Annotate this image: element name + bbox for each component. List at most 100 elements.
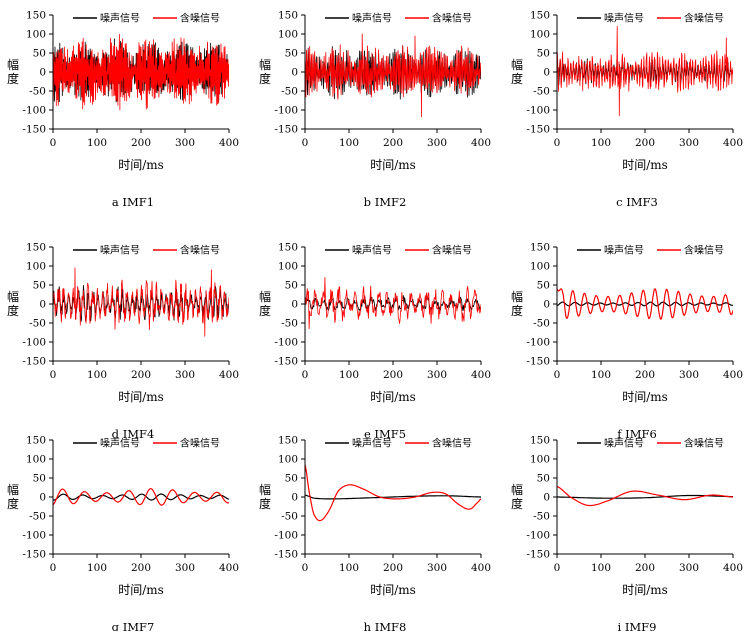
y-tick-label-h: 150 bbox=[278, 435, 298, 447]
y-axis-label-b: 幅度 bbox=[259, 57, 271, 86]
legend-label-b-noise: 噪声信号 bbox=[352, 12, 392, 25]
x-tick-label-g: 0 bbox=[50, 562, 57, 574]
y-tick-label-e: -150 bbox=[274, 356, 298, 368]
panel-d: 150 100 50 0 -50 -100 -150 0 100 200 300 400 幅度时间/ms… bbox=[7, 242, 239, 442]
y-tick-label-a: -50 bbox=[29, 86, 46, 98]
y-tick-label-d: 150 bbox=[26, 242, 46, 254]
x-tick-label-a: 300 bbox=[175, 137, 195, 149]
series-line-f-noisy bbox=[557, 288, 733, 320]
panel-caption-e: e IMF5 bbox=[364, 427, 406, 441]
y-tick-label-f: 0 bbox=[543, 299, 550, 311]
x-axis-label-a: 时间/ms bbox=[118, 158, 164, 172]
x-axis-label-e: 时间/ms bbox=[370, 390, 416, 404]
x-tick-label-c: 300 bbox=[679, 137, 699, 149]
legend-label-e-noisy: 含噪信号 bbox=[432, 244, 472, 257]
y-tick-label-i: 50 bbox=[537, 473, 550, 485]
y-tick-label-d: 50 bbox=[33, 280, 46, 292]
x-tick-label-e: 0 bbox=[302, 369, 309, 381]
x-tick-label-i: 0 bbox=[554, 562, 561, 574]
series-line-g-noisy bbox=[53, 488, 229, 506]
y-tick-label-h: -100 bbox=[274, 530, 298, 542]
x-tick-label-c: 0 bbox=[554, 137, 561, 149]
x-tick-label-i: 400 bbox=[723, 562, 743, 574]
y-tick-label-b: -150 bbox=[274, 124, 298, 136]
x-tick-label-i: 100 bbox=[591, 562, 611, 574]
y-tick-label-g: 150 bbox=[26, 435, 46, 447]
x-axis-label-g: 时间/ms bbox=[118, 583, 164, 597]
y-tick-label-b: -100 bbox=[274, 105, 298, 117]
y-tick-label-c: -150 bbox=[526, 124, 550, 136]
panel-caption-c: c IMF3 bbox=[616, 195, 658, 209]
panel-e: 150 100 50 0 -50 -100 -150 0 100 200 300 400 幅度时间/ms… bbox=[259, 242, 491, 442]
y-axis-label-e: 幅度 bbox=[259, 289, 271, 318]
y-tick-label-a: 100 bbox=[26, 29, 46, 41]
y-tick-label-h: 50 bbox=[285, 473, 298, 485]
y-tick-label-c: 150 bbox=[530, 10, 550, 22]
x-tick-label-d: 300 bbox=[175, 369, 195, 381]
x-axis-label-f: 时间/ms bbox=[622, 390, 668, 404]
panel-a: 150 100 50 0 -50 -100 -150 0 100 200 300 400 幅度时间/ms… bbox=[7, 10, 239, 210]
x-tick-label-c: 200 bbox=[635, 137, 655, 149]
x-tick-label-i: 300 bbox=[679, 562, 699, 574]
y-tick-label-d: -100 bbox=[22, 337, 46, 349]
y-tick-label-b: -50 bbox=[281, 86, 298, 98]
y-tick-label-b: 100 bbox=[278, 29, 298, 41]
legend-label-f-noise: 噪声信号 bbox=[604, 244, 644, 257]
panel-b: 150 100 50 0 -50 -100 -150 0 100 200 300 400 幅度时间/ms… bbox=[259, 10, 491, 210]
series-line-h-noisy bbox=[305, 464, 481, 522]
x-tick-label-f: 400 bbox=[723, 369, 743, 381]
series-line-f-noise bbox=[557, 301, 733, 307]
x-tick-label-g: 200 bbox=[131, 562, 151, 574]
legend-label-i-noise: 噪声信号 bbox=[604, 437, 644, 450]
x-axis-label-i: 时间/ms bbox=[622, 583, 668, 597]
panel-g: 150 100 50 0 -50 -100 -150 0 100 200 300 400 幅度时间/ms… bbox=[7, 435, 239, 635]
y-tick-label-g: 100 bbox=[26, 454, 46, 466]
x-tick-label-b: 100 bbox=[339, 137, 359, 149]
x-tick-label-f: 300 bbox=[679, 369, 699, 381]
panel-caption-h: h IMF8 bbox=[364, 620, 407, 631]
y-tick-label-c: -50 bbox=[533, 86, 550, 98]
panel-caption-g: g IMF7 bbox=[112, 620, 155, 631]
y-tick-label-h: 100 bbox=[278, 454, 298, 466]
y-tick-label-e: 0 bbox=[291, 299, 298, 311]
series-line-b-noisy bbox=[305, 33, 481, 118]
y-tick-label-h: 0 bbox=[291, 492, 298, 504]
y-axis-label-a: 幅度 bbox=[7, 57, 19, 86]
x-tick-label-d: 400 bbox=[219, 369, 239, 381]
y-tick-label-f: -50 bbox=[533, 318, 550, 330]
y-tick-label-f: -150 bbox=[526, 356, 550, 368]
y-tick-label-e: 50 bbox=[285, 280, 298, 292]
legend-label-g-noisy: 含噪信号 bbox=[180, 437, 220, 450]
legend-a: 噪声信号 含噪信号 bbox=[73, 12, 220, 25]
panel-caption-i: i IMF9 bbox=[618, 620, 657, 631]
y-tick-label-b: 50 bbox=[285, 48, 298, 60]
x-tick-label-e: 400 bbox=[471, 369, 491, 381]
x-tick-label-a: 400 bbox=[219, 137, 239, 149]
legend-i: 噪声信号 含噪信号 bbox=[577, 437, 724, 450]
y-tick-label-a: -100 bbox=[22, 105, 46, 117]
y-tick-label-i: -100 bbox=[526, 530, 550, 542]
legend-label-b-noisy: 含噪信号 bbox=[432, 12, 472, 25]
legend-label-c-noisy: 含噪信号 bbox=[684, 12, 724, 25]
x-tick-label-h: 200 bbox=[383, 562, 403, 574]
y-tick-label-b: 150 bbox=[278, 10, 298, 22]
y-tick-label-i: -50 bbox=[533, 511, 550, 523]
legend-label-i-noisy: 含噪信号 bbox=[684, 437, 724, 450]
y-tick-label-f: -100 bbox=[526, 337, 550, 349]
legend-c: 噪声信号 含噪信号 bbox=[577, 12, 724, 25]
x-tick-label-e: 300 bbox=[427, 369, 447, 381]
x-tick-label-d: 100 bbox=[87, 369, 107, 381]
legend-label-a-noise: 噪声信号 bbox=[100, 12, 140, 25]
series-line-i-noisy bbox=[557, 485, 733, 507]
series-line-a-noisy bbox=[53, 33, 229, 111]
y-tick-label-a: 50 bbox=[33, 48, 46, 60]
series-line-e-noisy bbox=[305, 277, 481, 330]
legend-label-d-noisy: 含噪信号 bbox=[180, 244, 220, 257]
panel-caption-b: b IMF2 bbox=[364, 195, 407, 209]
x-tick-label-b: 300 bbox=[427, 137, 447, 149]
x-tick-label-b: 0 bbox=[302, 137, 309, 149]
y-tick-label-g: -150 bbox=[22, 549, 46, 561]
x-tick-label-b: 200 bbox=[383, 137, 403, 149]
y-tick-label-f: 50 bbox=[537, 280, 550, 292]
